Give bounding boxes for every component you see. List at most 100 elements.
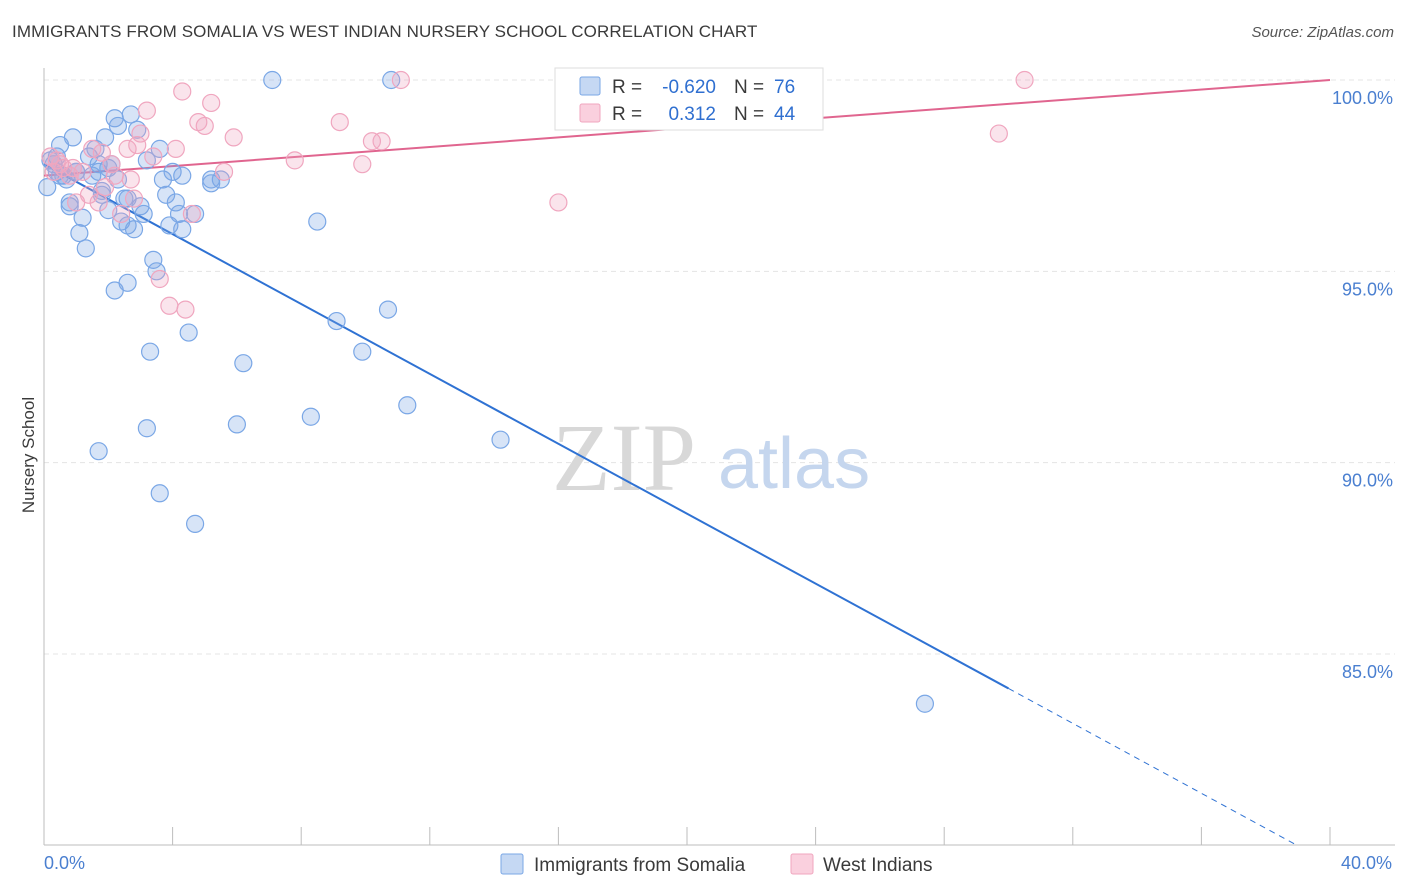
- point-somalia: [137, 419, 156, 438]
- point-somalia: [169, 204, 189, 224]
- point-somalia: [157, 185, 176, 204]
- point-somalia: [163, 162, 182, 181]
- point-west-indians: [144, 147, 163, 166]
- series-legend-label-west-indians: West Indians: [823, 855, 932, 876]
- point-somalia: [234, 354, 253, 373]
- data-points: [38, 70, 1034, 713]
- point-somalia: [378, 300, 398, 319]
- axes: [43, 68, 1395, 846]
- point-somalia: [89, 442, 108, 461]
- point-west-indians: [121, 170, 140, 189]
- point-west-indians: [128, 135, 147, 155]
- legend-n-label-somalia: N =: [734, 77, 764, 98]
- point-west-indians: [83, 139, 102, 158]
- point-west-indians: [124, 189, 144, 208]
- series-legend-label-somalia: Immigrants from Somalia: [534, 855, 746, 876]
- point-west-indians: [372, 132, 391, 151]
- y-tick-label: 85.0%: [1342, 662, 1393, 682]
- point-somalia: [491, 430, 510, 449]
- point-west-indians: [202, 93, 221, 113]
- stats-legend: R = -0.620 N = 76 R = 0.312 N = 44: [554, 67, 824, 131]
- point-somalia: [60, 193, 79, 212]
- point-somalia: [327, 311, 346, 331]
- point-west-indians: [63, 158, 83, 178]
- point-somalia: [144, 250, 163, 269]
- point-somalia: [121, 105, 140, 124]
- point-somalia: [73, 208, 92, 227]
- point-somalia: [153, 170, 173, 189]
- x-tick-label-min: 0.0%: [44, 853, 85, 873]
- watermark-atlas: atlas: [718, 424, 870, 504]
- point-west-indians: [362, 132, 382, 151]
- legend-swatch-west-indians: [579, 103, 601, 123]
- point-somalia: [108, 116, 128, 136]
- legend-n-label-west-indians: N =: [734, 104, 764, 125]
- point-west-indians: [176, 300, 195, 319]
- watermark: ZIP atlas: [552, 404, 870, 511]
- trend-line-extension-0: [1008, 688, 1299, 847]
- point-west-indians: [160, 296, 179, 315]
- point-somalia: [124, 220, 144, 239]
- y-tick-labels: 100.0% 95.0% 90.0% 85.0%: [1332, 88, 1393, 682]
- point-somalia: [382, 70, 401, 90]
- point-somalia: [70, 223, 89, 243]
- point-west-indians: [105, 166, 124, 185]
- point-west-indians: [173, 82, 192, 101]
- legend-n-value-somalia: 76: [774, 77, 795, 98]
- trend-line-0: [43, 163, 1009, 690]
- point-west-indians: [137, 101, 156, 120]
- point-somalia: [263, 70, 282, 90]
- legend-r-value-somalia: -0.620: [662, 77, 716, 98]
- point-somalia: [227, 415, 246, 434]
- point-somalia: [202, 174, 221, 193]
- point-somalia: [179, 323, 198, 342]
- point-west-indians: [89, 193, 108, 212]
- y-tick-label: 100.0%: [1332, 88, 1393, 108]
- legend-n-value-west-indians: 44: [774, 104, 796, 125]
- point-west-indians: [549, 193, 568, 212]
- x-tick-label-max: 40.0%: [1341, 853, 1392, 873]
- point-somalia: [308, 212, 327, 231]
- point-somalia: [150, 484, 169, 503]
- point-somalia: [63, 128, 83, 147]
- point-west-indians: [131, 124, 150, 143]
- point-somalia: [95, 128, 115, 147]
- chart-title: IMMIGRANTS FROM SOMALIA VS WEST INDIAN N…: [12, 22, 758, 41]
- point-west-indians: [112, 204, 131, 224]
- point-somalia: [118, 189, 137, 208]
- point-somalia: [173, 220, 192, 239]
- point-west-indians: [182, 204, 201, 224]
- point-west-indians: [79, 185, 99, 204]
- point-somalia: [301, 407, 320, 426]
- series-legend-swatch-somalia: [500, 853, 524, 875]
- point-somalia: [38, 178, 57, 197]
- point-west-indians: [118, 139, 137, 158]
- series-legend: Immigrants from Somalia West Indians: [500, 853, 932, 876]
- point-west-indians: [330, 112, 349, 132]
- y-tick-label: 90.0%: [1342, 471, 1393, 491]
- point-somalia: [173, 166, 192, 185]
- point-somalia: [186, 514, 205, 533]
- point-somalia: [398, 396, 417, 415]
- legend-r-value-west-indians: 0.312: [668, 104, 716, 125]
- point-west-indians: [166, 139, 185, 158]
- point-west-indians: [989, 124, 1008, 143]
- series-legend-swatch-west-indians: [790, 853, 814, 875]
- legend-swatch-somalia: [579, 76, 601, 96]
- point-somalia: [353, 342, 372, 361]
- point-somalia: [915, 694, 935, 713]
- point-west-indians: [195, 116, 214, 136]
- point-west-indians: [1015, 70, 1034, 90]
- watermark-zip: ZIP: [552, 404, 696, 511]
- point-west-indians: [353, 155, 372, 174]
- point-west-indians: [150, 269, 169, 289]
- legend-r-label-west-indians: R =: [612, 104, 642, 125]
- point-somalia: [76, 239, 95, 258]
- point-west-indians: [285, 151, 304, 170]
- point-west-indians: [214, 162, 234, 181]
- y-axis-label: Nursery School: [19, 397, 38, 513]
- point-somalia: [166, 193, 185, 212]
- point-somalia: [140, 342, 160, 361]
- y-tick-label: 95.0%: [1342, 279, 1393, 299]
